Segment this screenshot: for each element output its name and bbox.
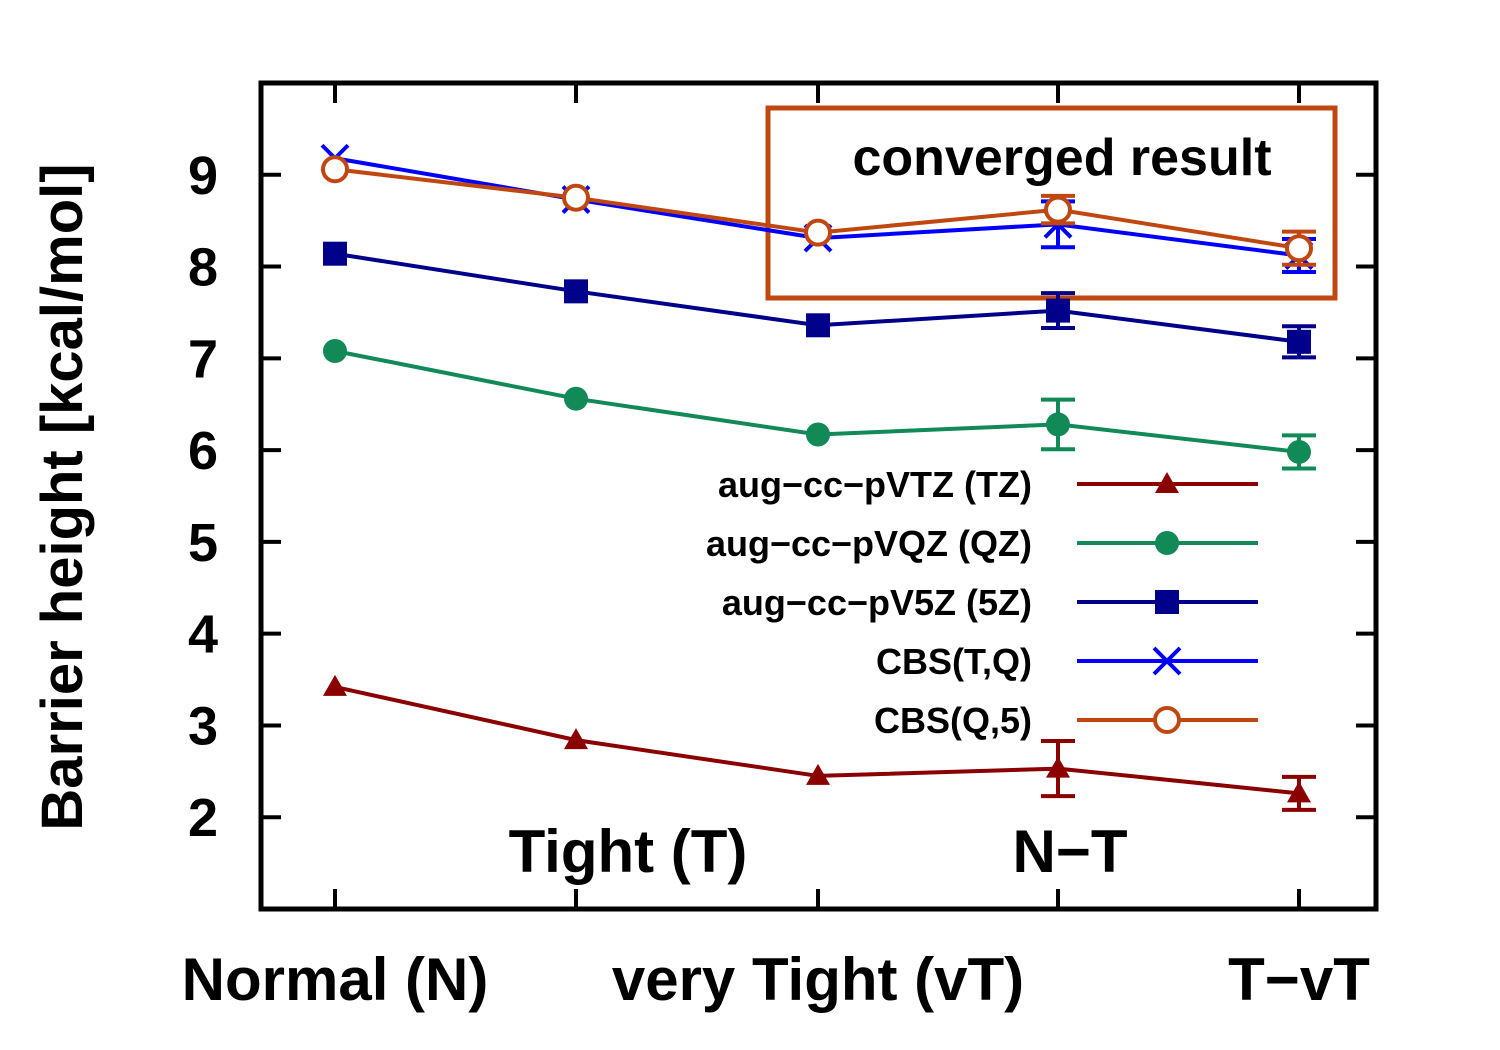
data-point — [323, 241, 347, 266]
data-point — [806, 313, 830, 338]
marker-shape — [1152, 646, 1182, 676]
legend-marker — [1153, 706, 1181, 734]
marker-shape — [1287, 781, 1311, 803]
marker-shape — [1287, 439, 1311, 464]
marker-shape — [323, 241, 347, 266]
legend: aug−cc−pVTZ (TZ) aug−cc−pVQZ (QZ) aug−cc−p… — [706, 464, 1258, 741]
marker-shape — [1044, 195, 1072, 224]
legend-label: aug−cc−pVTZ (TZ) — [718, 464, 1032, 505]
marker-shape — [1285, 234, 1313, 263]
x-tick-label: very Tight (vT) — [612, 946, 1024, 1013]
y-tick-label: 4 — [188, 605, 218, 665]
marker-shape — [1046, 756, 1070, 778]
legend-entry: aug−cc−pV5Z (5Z) — [722, 582, 1258, 623]
marker-shape — [562, 183, 590, 212]
y-tick-label: 2 — [188, 788, 218, 848]
marker-shape — [564, 386, 588, 411]
legend-label: aug−cc−pV5Z (5Z) — [722, 582, 1032, 623]
marker-shape — [1046, 412, 1070, 437]
data-point — [562, 183, 590, 212]
data-point — [323, 674, 347, 696]
axes-layer: 2 3 4 5 6 7 8 9 Normal (N) Tight (T) very Tight (v… — [182, 83, 1376, 1013]
marker-shape — [564, 279, 588, 304]
data-point — [1046, 756, 1070, 778]
marker-shape — [806, 763, 830, 785]
data-point — [806, 422, 830, 447]
data-point — [1287, 781, 1311, 803]
legend-entry: CBS(T,Q) — [876, 641, 1258, 682]
x-tick-label: N−T — [1012, 818, 1127, 885]
data-point — [804, 218, 832, 247]
legend-marker — [1155, 472, 1179, 493]
data-point — [321, 155, 349, 184]
y-tick-label: 7 — [188, 329, 218, 389]
legend-entry: aug−cc−pVTZ (TZ) — [718, 464, 1258, 505]
converged-result-label: converged result — [852, 129, 1271, 187]
data-point — [1044, 195, 1072, 224]
marker-shape — [1155, 531, 1179, 555]
marker-shape — [1287, 329, 1311, 354]
marker-shape — [323, 674, 347, 696]
y-axis-label: Barrier height [kcal/mol] — [30, 163, 95, 830]
annotation-layer: converged result — [765, 105, 1338, 301]
legend-entry: CBS(Q,5) — [874, 700, 1258, 741]
x-tick-label: Normal (N) — [182, 946, 489, 1013]
data-point — [1285, 234, 1313, 263]
series-2 — [323, 241, 1316, 360]
series-layer — [320, 143, 1316, 812]
marker-shape — [564, 728, 588, 750]
marker-shape — [323, 338, 347, 363]
marker-shape — [1046, 298, 1070, 323]
data-point — [1046, 298, 1070, 323]
legend-label: CBS(T,Q) — [876, 641, 1032, 682]
data-point — [1287, 329, 1311, 354]
legend-label: aug−cc−pVQZ (QZ) — [706, 523, 1032, 564]
marker-shape — [1155, 472, 1179, 493]
series-4 — [321, 155, 1316, 267]
data-point — [1287, 439, 1311, 464]
marker-shape — [804, 218, 832, 247]
y-tick-label: 9 — [188, 146, 218, 206]
legend-marker — [1155, 590, 1179, 614]
series-0 — [323, 674, 1316, 812]
marker-shape — [806, 313, 830, 338]
y-tick-label: 6 — [188, 421, 218, 481]
data-point — [564, 386, 588, 411]
y-tick-label: 3 — [188, 696, 218, 756]
marker-shape — [806, 422, 830, 447]
marker-shape — [1155, 590, 1179, 614]
data-point — [806, 763, 830, 785]
y-tick-label: 8 — [188, 238, 218, 298]
data-point — [564, 279, 588, 304]
legend-marker — [1155, 531, 1179, 555]
marker-shape — [321, 155, 349, 184]
data-point — [323, 338, 347, 363]
data-point — [564, 728, 588, 750]
x-tick-label: Tight (T) — [509, 818, 748, 885]
data-point — [1046, 412, 1070, 437]
converged-result-box — [765, 105, 1338, 301]
legend-marker — [1152, 646, 1182, 676]
x-tick-label: T−vT — [1228, 946, 1370, 1013]
legend-entry: aug−cc−pVQZ (QZ) — [706, 523, 1258, 564]
y-tick-label: 5 — [188, 513, 218, 573]
marker-shape — [1153, 706, 1181, 734]
legend-label: CBS(Q,5) — [874, 700, 1032, 741]
series-1 — [323, 338, 1316, 471]
